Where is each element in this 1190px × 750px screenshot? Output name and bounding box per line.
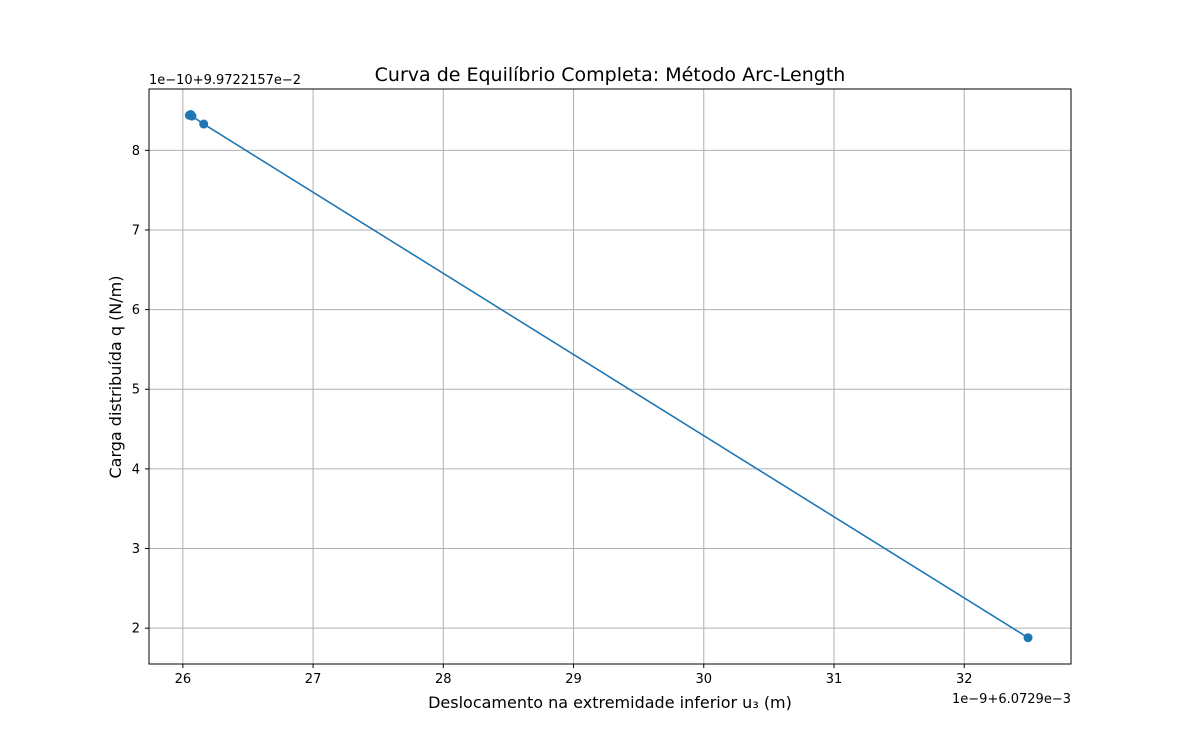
data-point: [1023, 633, 1033, 643]
axis-ticks: 26 27 28 29 30 31 32 2 3 4 5 6 7 8: [132, 144, 973, 687]
x-axis-label: Deslocamento na extremidade inferior u₃ …: [428, 693, 792, 712]
y-axis-label: Carga distribuída q (N/m): [106, 275, 125, 478]
plot-frame: [148, 88, 1072, 665]
y-tick-label: 8: [132, 144, 140, 159]
y-tick-label: 7: [132, 223, 140, 238]
x-axis-offset-label: 1e−9+6.0729e−3: [952, 692, 1071, 707]
y-tick-label: 2: [132, 622, 140, 637]
x-tick-label: 28: [435, 672, 452, 687]
data-point: [187, 111, 197, 121]
data-series: [184, 109, 1033, 643]
x-tick-label: 30: [695, 672, 712, 687]
x-tick-label: 29: [565, 672, 582, 687]
x-tick-label: 31: [826, 672, 843, 687]
y-axis-offset-label: 1e−10+9.9722157e−2: [149, 73, 301, 88]
grid: [149, 89, 1071, 664]
x-tick-label: 27: [305, 672, 322, 687]
data-point: [199, 119, 209, 129]
y-tick-label: 4: [132, 462, 140, 477]
x-tick-label: 32: [956, 672, 973, 687]
chart-title: Curva de Equilíbrio Completa: Método Arc…: [375, 64, 846, 86]
y-tick-label: 6: [132, 303, 140, 318]
y-tick-label: 3: [132, 542, 140, 557]
x-tick-label: 26: [175, 672, 192, 687]
y-tick-label: 5: [132, 383, 140, 398]
